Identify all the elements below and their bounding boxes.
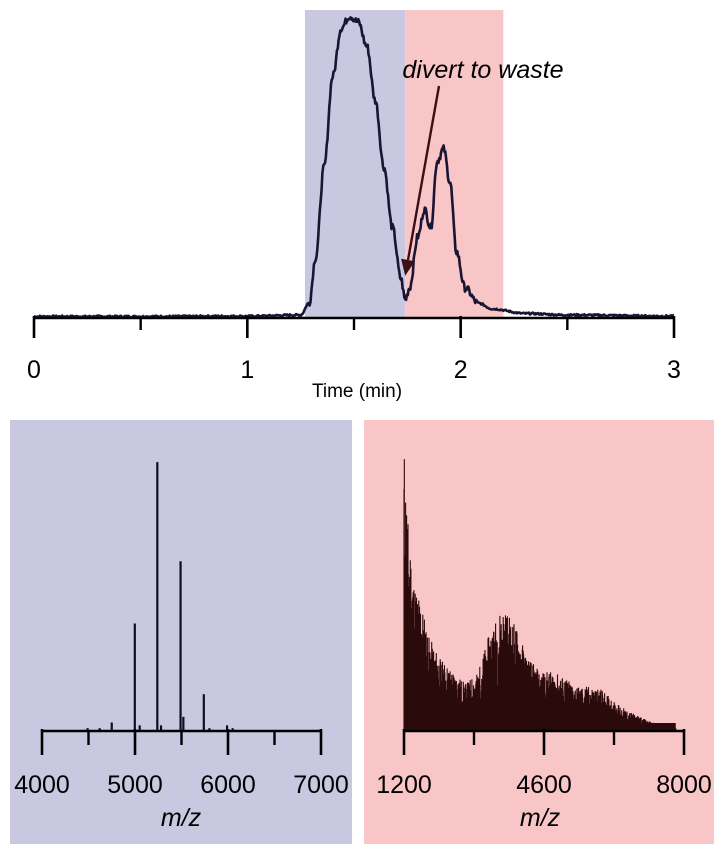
- left-tick-label: 4000: [14, 771, 70, 799]
- left-tick-label: 5000: [107, 771, 163, 799]
- left-spectrum-peaks: [86, 462, 234, 731]
- right-tick-label: 4600: [516, 771, 572, 799]
- right-tick-label: 1200: [376, 771, 432, 799]
- right-spectrum-peaks: [403, 459, 677, 731]
- left-mz-axis-title: m/z: [161, 804, 202, 832]
- right-tick-label: 8000: [656, 771, 712, 799]
- time-axis: 0 1 2 3: [27, 316, 681, 384]
- time-axis-title: Time (min): [312, 381, 402, 402]
- divert-arrow: [406, 85, 441, 261]
- left-tick-label: 6000: [200, 771, 256, 799]
- left-mz-axis: 4000 5000 6000 7000: [14, 729, 349, 799]
- spectrum-right-panel: 1200 4600 8000 m/z: [364, 420, 714, 844]
- right-mz-axis-title: m/z: [520, 804, 561, 832]
- red-shaded-region: [405, 10, 504, 318]
- blue-shaded-region: [304, 10, 406, 318]
- time-tick-label: 0: [27, 356, 41, 384]
- divert-annotation: divert to waste: [402, 56, 563, 84]
- chromatogram-panel: 0 1 2 3 Time (min) divert to waste: [27, 10, 681, 402]
- spectrum-left-panel: 4000 5000 6000 7000 m/z: [10, 420, 352, 844]
- right-spectrum-baseline-fill: [404, 723, 676, 731]
- time-tick-label: 2: [454, 356, 468, 384]
- time-tick-label: 3: [667, 356, 681, 384]
- right-mz-axis: 1200 4600 8000: [376, 729, 712, 799]
- left-tick-label: 7000: [293, 771, 349, 799]
- time-tick-label: 1: [240, 356, 254, 384]
- divert-arrow-head: [401, 258, 415, 276]
